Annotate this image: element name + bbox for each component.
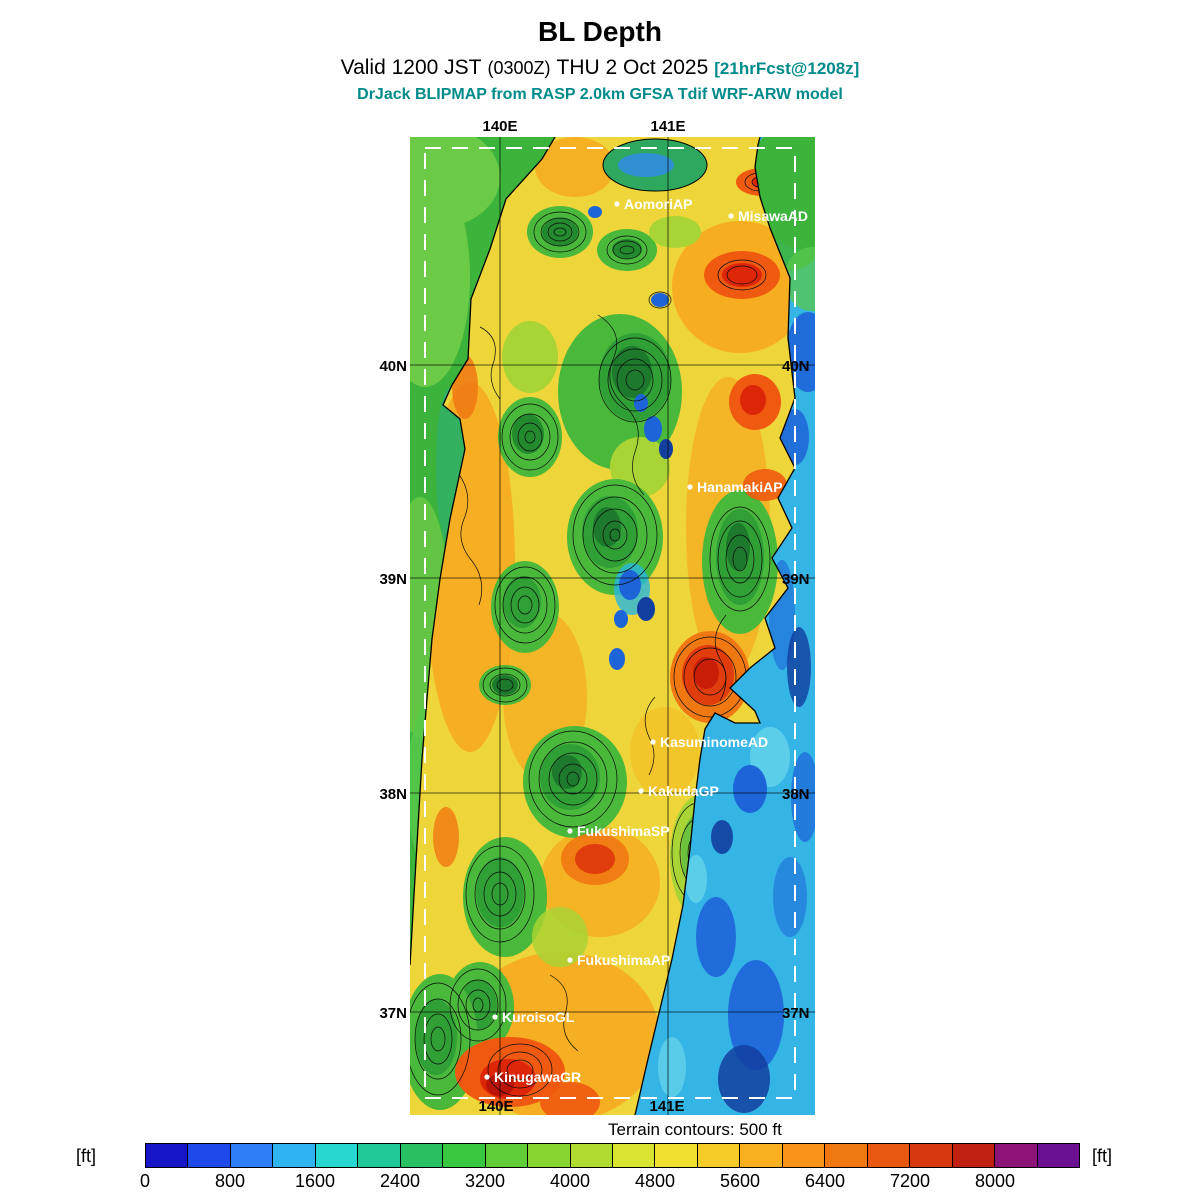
station-dot bbox=[650, 739, 656, 745]
station-dot bbox=[492, 1014, 498, 1020]
colorbar-segment bbox=[866, 1144, 910, 1167]
colorbar-segment bbox=[951, 1144, 995, 1167]
colorbar-segment bbox=[781, 1144, 825, 1167]
colorbar-tick-label: 8000 bbox=[974, 1171, 1016, 1191]
colorbar-tick-label: 4800 bbox=[634, 1171, 676, 1191]
terrain-contours-note: Terrain contours: 500 ft bbox=[608, 1120, 782, 1139]
domain-frame-dashed bbox=[424, 147, 796, 1099]
colorbar-tick-label: 6400 bbox=[804, 1171, 846, 1191]
page-title: BL Depth bbox=[538, 16, 662, 47]
station-markers: AomoriAP MisawaAD HanamakiAP KasuminomeA… bbox=[484, 196, 808, 1085]
station-dot bbox=[728, 213, 734, 219]
station-dot bbox=[687, 484, 693, 490]
station-label-misawaad: MisawaAD bbox=[738, 208, 808, 224]
lon-label-bottom-141e: 141E bbox=[649, 1098, 685, 1115]
station-label-hanamakiap: HanamakiAP bbox=[697, 479, 783, 495]
forecast-tag: [21hrFcst@1208z] bbox=[714, 59, 860, 78]
station-dot bbox=[567, 957, 573, 963]
station-dot bbox=[614, 201, 620, 207]
lon-label-bottom-140e: 140E bbox=[478, 1098, 514, 1115]
lat-label-right-38n: 38N bbox=[782, 786, 810, 803]
map-canvas: AomoriAP MisawaAD HanamakiAP KasuminomeA… bbox=[380, 114, 868, 1116]
map: AomoriAP MisawaAD HanamakiAP KasuminomeA… bbox=[380, 114, 868, 1116]
valid-zulu: (0300Z) bbox=[487, 58, 551, 78]
colorbar-segment bbox=[272, 1144, 315, 1167]
model-line: DrJack BLIPMAP from RASP 2.0km GFSA Tdif… bbox=[357, 86, 843, 103]
station-dot bbox=[484, 1074, 490, 1080]
colorbar-tick-label: 0 bbox=[139, 1171, 151, 1191]
colorbar-segment bbox=[484, 1144, 528, 1167]
colorbar-segment bbox=[442, 1144, 485, 1167]
lat-label-left-39n: 39N bbox=[379, 571, 407, 588]
colorbar-unit-left: [ft] bbox=[76, 1146, 97, 1166]
station-dot bbox=[638, 788, 644, 794]
colorbar-tick-label: 2400 bbox=[379, 1171, 421, 1191]
colorbar-tick-label: 5600 bbox=[719, 1171, 761, 1191]
station-label-kuroisogl: KuroisoGL bbox=[502, 1009, 575, 1025]
colorbar-segment bbox=[909, 1144, 952, 1167]
valid-date: THU 2 Oct 2025 bbox=[556, 56, 709, 79]
lat-label-right-40n: 40N bbox=[782, 358, 810, 375]
lat-label-left-38n: 38N bbox=[379, 786, 407, 803]
station-label-aomoriap: AomoriAP bbox=[624, 196, 692, 212]
colorbar-segment bbox=[611, 1144, 655, 1167]
colorbar-segment bbox=[824, 1144, 867, 1167]
colorbar-segment bbox=[527, 1144, 570, 1167]
station-label-kasuminomead: KasuminomeAD bbox=[660, 734, 768, 750]
colorbar-segment bbox=[654, 1144, 697, 1167]
valid-time: Valid 1200 JST bbox=[340, 56, 482, 79]
colorbar-segment bbox=[696, 1144, 740, 1167]
colorbar-segment bbox=[994, 1144, 1037, 1167]
colorbar-segment bbox=[314, 1144, 358, 1167]
colorbar-segment bbox=[229, 1144, 273, 1167]
lat-label-right-37n: 37N bbox=[782, 1005, 810, 1022]
land-texture bbox=[410, 137, 795, 1115]
colorbar-tick-label: 4000 bbox=[549, 1171, 591, 1191]
station-dot bbox=[567, 828, 573, 834]
colorbar bbox=[145, 1143, 1080, 1168]
station-label-fukushimasp: FukushimaSP bbox=[577, 823, 670, 839]
grid-lines bbox=[410, 137, 815, 1115]
colorbar-segment bbox=[399, 1144, 443, 1167]
lat-label-left-40n: 40N bbox=[379, 358, 407, 375]
lon-label-top-140e: 140E bbox=[482, 118, 518, 135]
colorbar-tick-label: 7200 bbox=[889, 1171, 931, 1191]
colorbar-unit-right: [ft] bbox=[1092, 1146, 1113, 1166]
mutsu-bay bbox=[602, 138, 708, 192]
valid-line: Valid 1200 JST (0300Z) THU 2 Oct 2025 [21hr… bbox=[0, 56, 1200, 80]
station-label-fukushimaap: FukushimaAP bbox=[577, 952, 670, 968]
station-label-kakudagp: KakudaGP bbox=[648, 783, 719, 799]
colorbar-segment bbox=[187, 1144, 230, 1167]
colorbar-tick-label: 1600 bbox=[294, 1171, 336, 1191]
lat-label-right-39n: 39N bbox=[782, 571, 810, 588]
lat-label-left-37n: 37N bbox=[379, 1005, 407, 1022]
colorbar-ticks: 0 800 1600 2400 3200 4000 4800 5600 6400 7200 8000 bbox=[140, 1171, 1080, 1193]
coastline bbox=[409, 136, 796, 1116]
station-label-kinugawagr: KinugawaGR bbox=[494, 1069, 581, 1085]
colorbar-tick-label: 3200 bbox=[464, 1171, 506, 1191]
colorbar-segment bbox=[1036, 1144, 1079, 1167]
colorbar-segment bbox=[569, 1144, 612, 1167]
colorbar-segment bbox=[357, 1144, 400, 1167]
colorbar-tick-label: 800 bbox=[214, 1171, 246, 1191]
colorbar-segment bbox=[739, 1144, 782, 1167]
colorbar-segment bbox=[146, 1144, 188, 1167]
lon-label-top-141e: 141E bbox=[650, 118, 686, 135]
